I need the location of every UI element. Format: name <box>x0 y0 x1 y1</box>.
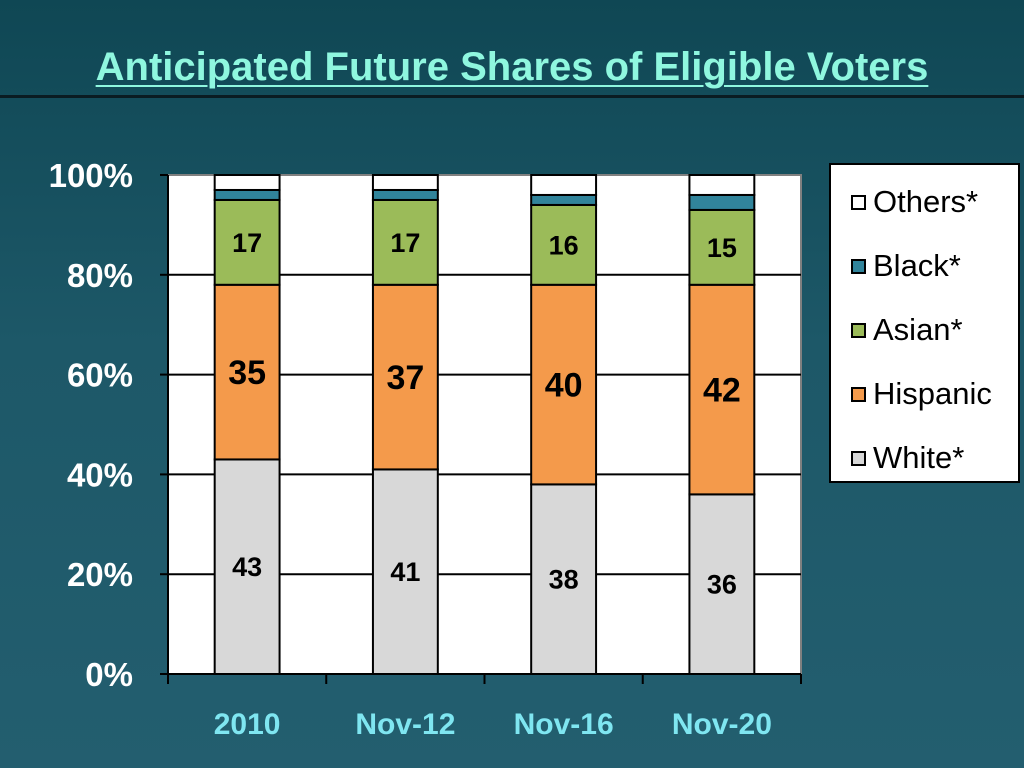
bar-segment-others <box>371 174 439 191</box>
legend-label: White* <box>873 440 965 475</box>
legend-label: Hispanic <box>873 376 992 411</box>
data-label: 36 <box>707 570 737 600</box>
data-label: 35 <box>228 354 266 392</box>
title-divider <box>0 95 1024 98</box>
bar-segment-black <box>213 188 281 201</box>
y-tick-label: 60% <box>67 357 133 394</box>
legend-label: Black* <box>873 248 961 283</box>
bar-segment-asian <box>371 198 439 286</box>
bar-segment-white <box>688 493 756 675</box>
bar-segment-white <box>213 458 281 675</box>
bar-segment-black <box>530 193 598 206</box>
x-category-label: Nov-12 <box>355 708 455 741</box>
bar-segment-hispanic <box>213 283 281 461</box>
bar-segment-others <box>213 174 281 191</box>
legend-swatch <box>851 386 866 402</box>
legend-swatch <box>851 194 866 210</box>
bar-segment-hispanic <box>688 283 756 496</box>
data-label: 43 <box>232 552 262 582</box>
legend-item: Hispanic <box>851 374 992 414</box>
legend-label: Asian* <box>873 312 963 347</box>
data-label: 17 <box>232 228 262 258</box>
legend-swatch <box>851 450 866 466</box>
legend-item: Asian* <box>851 310 963 350</box>
bar-segment-others <box>688 174 756 196</box>
x-category-label: 2010 <box>214 708 281 741</box>
bar-segment-white <box>530 483 598 675</box>
bar-segment-asian <box>688 208 756 286</box>
data-label: 40 <box>545 366 583 404</box>
legend-item: Black* <box>851 246 961 286</box>
data-label: 38 <box>549 565 579 595</box>
x-category-label: Nov-20 <box>672 708 772 741</box>
x-category-label: Nov-16 <box>514 708 614 741</box>
bar-segment-white <box>371 468 439 675</box>
bar-segment-black <box>371 188 439 201</box>
data-label: 17 <box>390 228 420 258</box>
legend-swatch <box>851 322 866 338</box>
bar-segment-others <box>530 174 598 196</box>
legend-item: Others* <box>851 182 978 222</box>
y-tick-label: 20% <box>67 556 133 593</box>
y-tick-label: 0% <box>85 656 133 693</box>
chart-legend: Others* Black* Asian* Hispanic White* <box>829 163 1020 483</box>
bar-segment-black <box>688 193 756 211</box>
data-label: 41 <box>390 557 420 587</box>
bar-segment-hispanic <box>530 283 598 486</box>
legend-swatch <box>851 258 866 274</box>
y-tick-label: 80% <box>67 257 133 294</box>
bar-segment-asian <box>530 203 598 286</box>
chart-title: Anticipated Future Shares of Eligible Vo… <box>95 45 929 89</box>
data-label: 42 <box>703 371 741 409</box>
y-tick-label: 100% <box>49 157 133 194</box>
legend-label: Others* <box>873 184 979 219</box>
legend-item: White* <box>851 438 964 478</box>
y-tick-label: 40% <box>67 456 133 493</box>
data-label: 15 <box>707 233 737 263</box>
data-label: 37 <box>386 359 424 397</box>
data-label: 16 <box>549 230 579 260</box>
